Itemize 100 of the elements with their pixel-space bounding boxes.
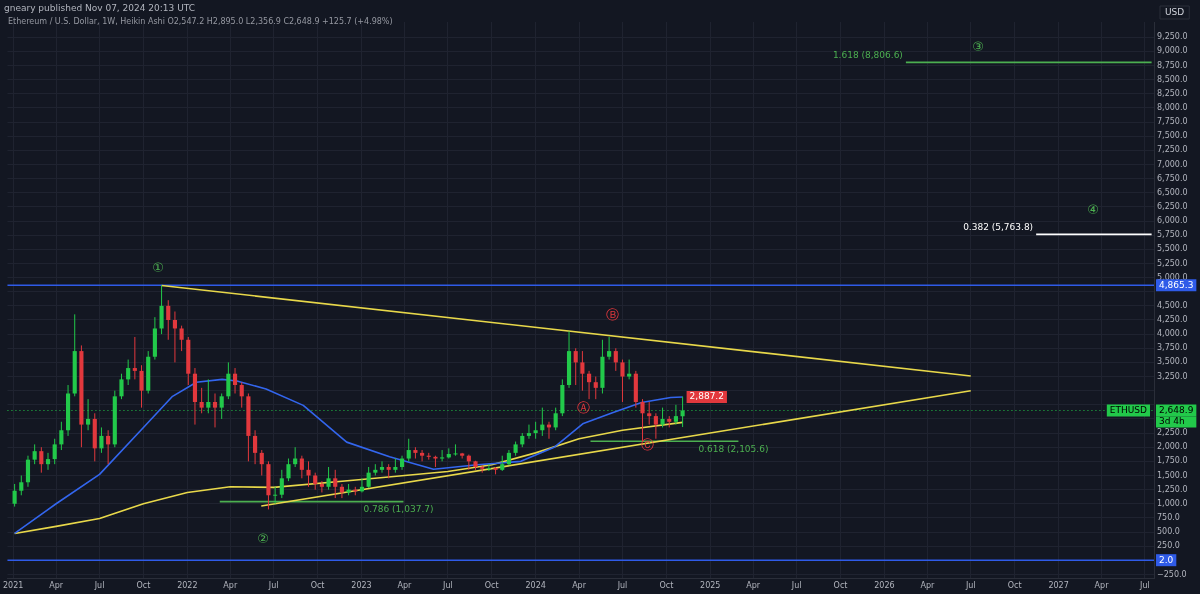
candlestick [673,404,678,426]
x-tick-label: Jul [964,581,976,591]
x-tick-label: 2027 [1048,581,1069,591]
x-tick-label: Oct [484,581,499,591]
candlestick [166,299,171,341]
series-label: 1.618 (8,806.6) [832,50,903,61]
annotation: ② [257,531,269,547]
candlestick [580,350,585,392]
chart-title: Ethereum / U.S. Dollar, 1W, Heikin Ashi O2,547.2 H2,895.0 L2,356.9 C2,648.9 +125.7 (+4.98%) [8,17,393,26]
y-tick-label: 3,500.0 [1157,357,1188,367]
y-tick-label: 4,250.0 [1157,315,1188,325]
x-tick-label: Jul [267,581,279,591]
y-axis-title: USD [1165,7,1185,18]
x-tick-label: Jul [616,581,628,591]
y-tick-label: 6,500.0 [1157,187,1188,197]
chart-subtitle: gneary published Nov 07, 2024 20:13 UTC [4,3,195,13]
y-tick-label: 7,000.0 [1157,159,1188,169]
y-tick-label: 8,250.0 [1157,88,1188,98]
x-tick-label: Apr [572,581,587,591]
candlestick [366,466,371,489]
y-tick-label: 4,000.0 [1157,329,1188,339]
y-tick-label: 2,250.0 [1157,428,1188,438]
x-tick-label: Apr [746,581,761,591]
annotation: Ⓐ [576,400,590,416]
y-tick-label: 3,250.0 [1157,371,1188,381]
annotation: ETHUSD [1109,404,1148,415]
ref-line-label: 4,865.3 [1159,279,1194,290]
annotation: ① [152,260,164,276]
candlestick [486,463,491,472]
y-tick-label: 8,750.0 [1157,60,1188,70]
x-tick-label: Apr [1094,581,1110,591]
candlestick [607,336,612,361]
y-tick-label: −250.0 [1157,569,1187,579]
ref-line-label: 2,648.9 [1159,404,1194,415]
y-tick-label: 1,750.0 [1157,456,1188,466]
candlestick [627,359,632,380]
candlestick [286,458,291,482]
candlestick [19,474,24,496]
y-tick-label: 5,500.0 [1157,244,1188,254]
x-tick-label: Jul [442,581,453,591]
candlestick [139,364,144,409]
ref-line-label: 2.0 [1159,554,1174,565]
y-tick-label: 1,250.0 [1157,484,1188,494]
candlestick [326,466,331,491]
y-tick-label: 3,750.0 [1157,343,1188,353]
x-tick-label: Oct [833,581,848,591]
candlestick [232,367,238,394]
candlestick [86,398,91,431]
y-tick-label: 2,000.0 [1157,442,1188,452]
candlestick [379,460,385,474]
data-label: 2,887.2 [689,391,724,402]
candlestick [199,387,204,414]
candlestick [653,412,658,440]
candlestick [526,424,532,440]
series-label: 0.618 (2,105.6) [698,444,769,455]
x-tick-label: 2022 [177,581,198,591]
series-label: 0.382 (5,763.8) [963,222,1034,233]
candlestick [45,452,51,471]
y-tick-label: 500.0 [1157,527,1180,537]
candlestick [59,421,64,451]
candlestick [587,370,592,400]
y-tick-label: 8,500.0 [1157,74,1188,84]
candlestick [253,429,258,465]
x-tick-label: Apr [397,581,413,591]
x-tick-label: Apr [920,581,935,591]
y-tick-label: 1,500.0 [1157,470,1188,480]
candlestick [319,480,324,493]
candlestick [25,455,31,488]
y-tick-label: 6,000.0 [1157,216,1188,226]
annotation: ④ [1087,202,1099,218]
candlestick [52,438,57,465]
x-tick-label: Jul [93,581,105,591]
text: 3d 4h [1159,415,1185,426]
y-tick-label: 6,750.0 [1157,173,1188,183]
x-tick-label: Jul [790,581,802,591]
candlestick [119,373,124,400]
candlestick [333,469,338,499]
x-tick-label: 2021 [3,581,24,591]
y-tick-label: 1,000.0 [1157,498,1188,508]
y-tick-label: 5,250.0 [1157,258,1188,268]
x-tick-label: Jul [1139,581,1150,591]
candlestick [32,443,37,465]
candlestick [99,426,104,454]
candlestick [306,460,311,488]
candlestick [106,429,111,465]
y-tick-label: 6,250.0 [1157,201,1188,211]
candlestick [573,347,578,386]
candlestick [420,449,425,462]
candlestick [159,285,164,335]
candlestick [132,336,137,380]
y-tick-label: 5,750.0 [1157,230,1188,240]
series-label: 0.786 (1,037.7) [363,504,434,515]
x-tick-label: Oct [1007,581,1022,591]
candlestick [239,381,244,409]
y-tick-label: 4,500.0 [1157,300,1188,310]
candlestick [179,325,184,352]
candlestick [593,376,598,400]
candlestick [453,443,458,457]
candlestick [12,483,17,508]
x-tick-label: Oct [310,581,325,591]
